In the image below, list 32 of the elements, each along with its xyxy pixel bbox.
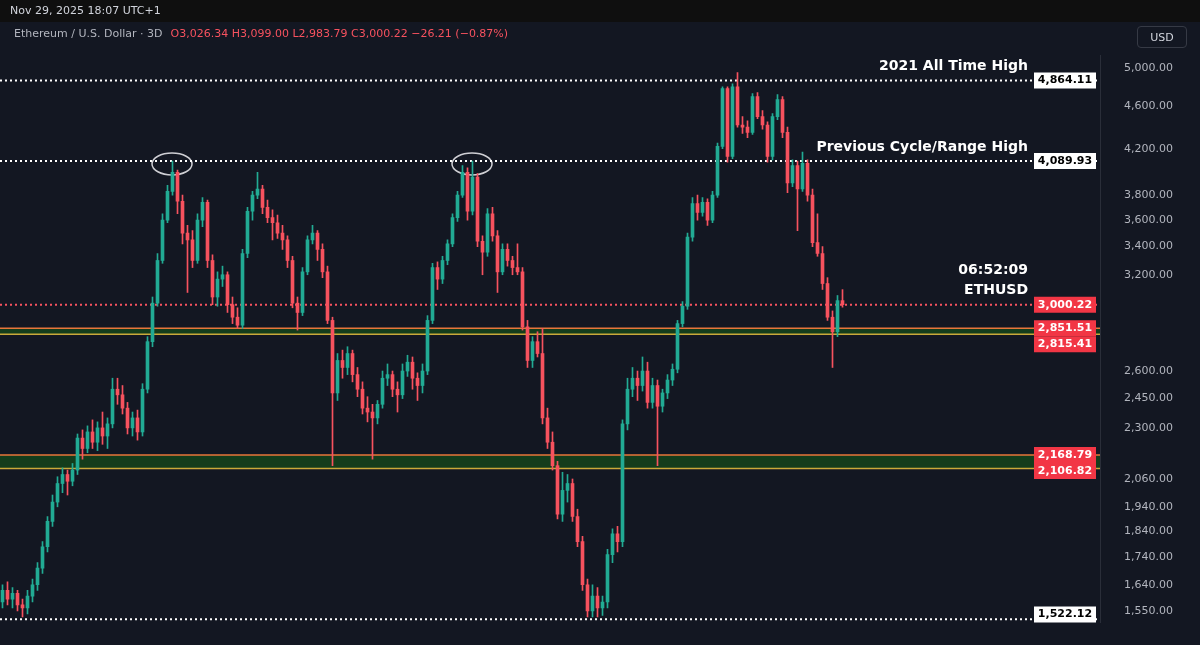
y-tick-label: 4,600.00	[1124, 99, 1173, 113]
text: Nov 29, 2025 18:07 UTC+1	[0, 0, 1200, 22]
y-tick-label: 2,300.00	[1124, 420, 1173, 434]
annotation: 06:52:09	[958, 261, 1028, 278]
y-tick-label: 2,600.00	[1124, 363, 1173, 377]
ref-line-label: 2,815.41	[1037, 337, 1093, 351]
y-tick-label: 5,000.00	[1124, 60, 1173, 74]
y-tick-label: 3,600.00	[1124, 212, 1173, 226]
ref-line-label: 2,851.51	[1037, 321, 1093, 335]
ref-line-label: 2,168.79	[1037, 447, 1093, 461]
y-tick-label: 3,800.00	[1124, 187, 1173, 201]
ref-line-label: 4,864.11	[1037, 73, 1093, 87]
annotation: Previous Cycle/Range High	[816, 137, 1028, 154]
ref-line-label: 4,089.93	[1037, 153, 1093, 167]
y-tick-label: 4,200.00	[1124, 141, 1173, 155]
y-tick-label: 3,400.00	[1124, 239, 1173, 253]
chart-title: Ethereum / U.S. Dollar · 3D	[14, 27, 163, 40]
y-tick-label: 3,200.00	[1124, 267, 1173, 281]
annotation: 2021 All Time High	[879, 57, 1028, 74]
ref-line-label: 1,522.12	[1037, 607, 1093, 621]
annotation: ETHUSD	[964, 281, 1028, 298]
ref-line-label: 3,000.22	[1037, 297, 1093, 311]
y-tick-label: 1,840.00	[1124, 524, 1173, 538]
y-tick-label: 1,740.00	[1124, 550, 1173, 564]
ref-line-label: 2,106.82	[1037, 463, 1093, 477]
y-tick-label: 1,940.00	[1124, 499, 1173, 513]
y-tick-label: 1,550.00	[1124, 603, 1173, 617]
y-tick-label: 1,640.00	[1124, 577, 1173, 591]
y-tick-label: 2,450.00	[1124, 391, 1173, 405]
y-axis-title: USD	[1137, 26, 1187, 48]
y-tick-label: 2,060.00	[1124, 471, 1173, 485]
chart-subtitle: O3,026.34 H3,099.00 L2,983.79 C3,000.22 −26.21 (−0.87%)	[170, 27, 509, 40]
